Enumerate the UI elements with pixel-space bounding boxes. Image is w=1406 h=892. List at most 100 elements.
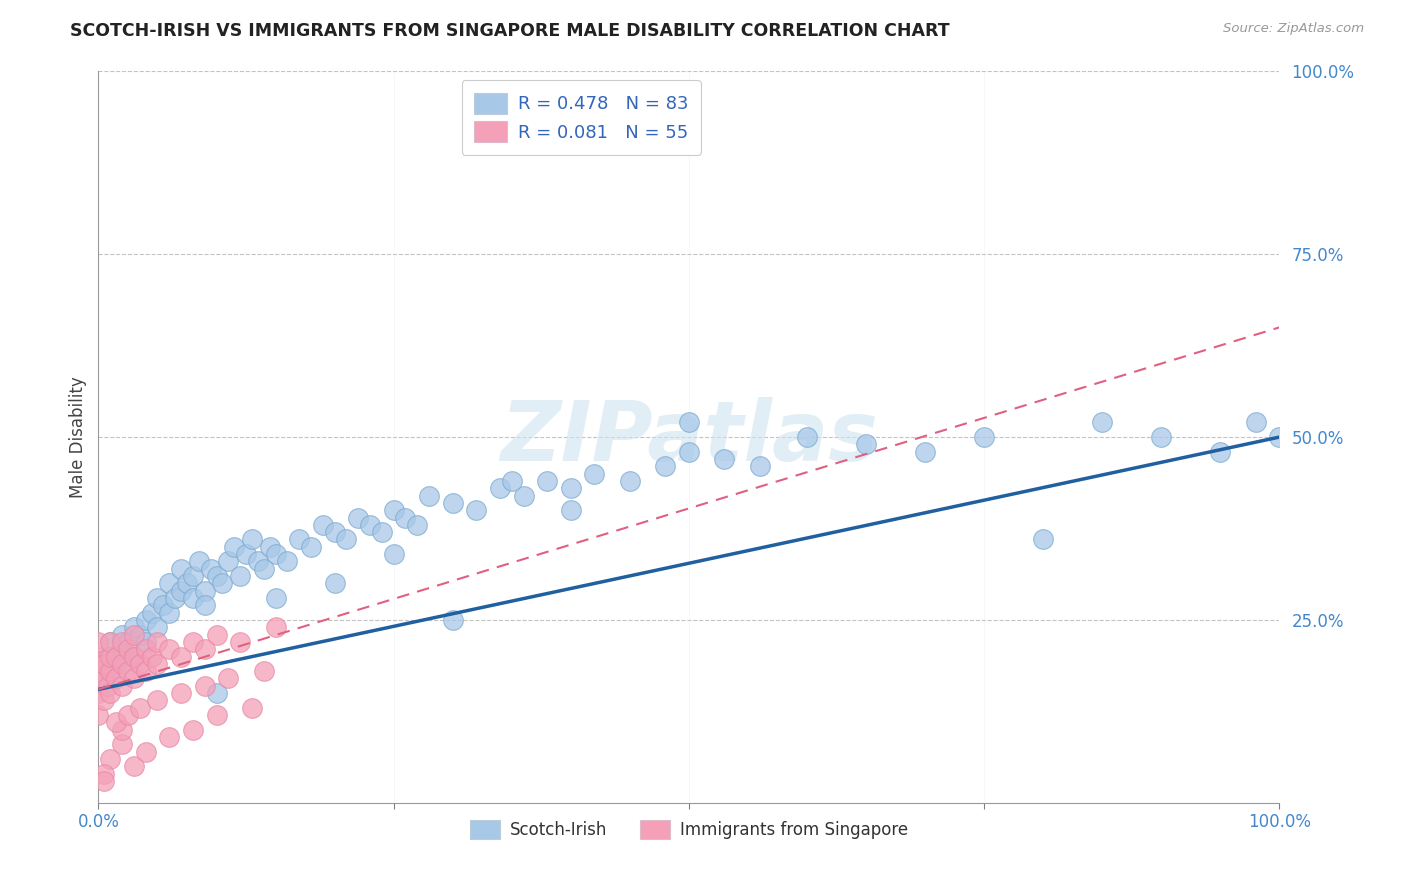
Point [264, 620, 287, 634]
Point [122, 672, 145, 686]
Point [187, 554, 209, 568]
Point [93, 672, 115, 686]
Point [117, 635, 139, 649]
Point [1032, 533, 1054, 547]
Point [111, 679, 134, 693]
Point [111, 737, 134, 751]
Point [141, 649, 163, 664]
Point [194, 599, 217, 613]
Point [501, 474, 523, 488]
Point [194, 583, 217, 598]
Point [217, 554, 239, 568]
Point [194, 642, 217, 657]
Point [299, 540, 322, 554]
Point [157, 606, 180, 620]
Point [560, 481, 582, 495]
Point [98, 649, 121, 664]
Point [205, 686, 228, 700]
Point [382, 547, 405, 561]
Text: ZIPatlas: ZIPatlas [501, 397, 877, 477]
Point [170, 583, 193, 598]
Point [111, 723, 134, 737]
Point [418, 489, 440, 503]
Point [406, 517, 429, 532]
Point [87, 635, 110, 649]
Point [87, 686, 110, 700]
Point [146, 591, 169, 605]
Point [128, 700, 150, 714]
Point [122, 620, 145, 634]
Point [157, 576, 180, 591]
Point [117, 642, 139, 657]
Point [288, 533, 311, 547]
Point [181, 635, 204, 649]
Point [1091, 416, 1114, 430]
Point [465, 503, 488, 517]
Point [111, 642, 134, 657]
Point [246, 554, 269, 568]
Point [253, 562, 276, 576]
Point [128, 627, 150, 641]
Point [678, 444, 700, 458]
Point [87, 708, 110, 723]
Point [1150, 430, 1173, 444]
Point [141, 606, 163, 620]
Point [194, 679, 217, 693]
Point [93, 657, 115, 671]
Point [276, 554, 298, 568]
Y-axis label: Male Disability: Male Disability [69, 376, 87, 498]
Point [93, 693, 115, 707]
Point [93, 672, 115, 686]
Point [122, 627, 145, 641]
Point [855, 437, 877, 451]
Point [583, 467, 606, 481]
Point [98, 664, 121, 678]
Point [93, 773, 115, 788]
Point [146, 657, 169, 671]
Point [146, 693, 169, 707]
Point [181, 569, 204, 583]
Point [1244, 416, 1267, 430]
Text: Source: ZipAtlas.com: Source: ZipAtlas.com [1223, 22, 1364, 36]
Point [359, 517, 381, 532]
Text: SCOTCH-IRISH VS IMMIGRANTS FROM SINGAPORE MALE DISABILITY CORRELATION CHART: SCOTCH-IRISH VS IMMIGRANTS FROM SINGAPOR… [70, 22, 950, 40]
Point [205, 708, 228, 723]
Point [176, 576, 198, 591]
Point [157, 730, 180, 744]
Point [619, 474, 641, 488]
Point [264, 547, 287, 561]
Point [347, 510, 370, 524]
Point [200, 562, 222, 576]
Point [135, 613, 157, 627]
Point [111, 657, 134, 671]
Point [217, 672, 239, 686]
Point [259, 540, 281, 554]
Point [235, 547, 257, 561]
Point [98, 664, 121, 678]
Point [973, 430, 995, 444]
Point [105, 649, 128, 664]
Point [229, 635, 252, 649]
Point [441, 613, 464, 627]
Point [98, 752, 121, 766]
Point [394, 510, 416, 524]
Point [98, 635, 121, 649]
Point [98, 635, 121, 649]
Point [181, 723, 204, 737]
Point [654, 459, 676, 474]
Point [122, 649, 145, 664]
Point [323, 525, 346, 540]
Point [165, 591, 187, 605]
Point [105, 672, 128, 686]
Legend: Scotch-Irish, Immigrants from Singapore: Scotch-Irish, Immigrants from Singapore [463, 814, 915, 846]
Point [382, 503, 405, 517]
Point [560, 503, 582, 517]
Point [157, 642, 180, 657]
Point [211, 576, 233, 591]
Point [1209, 444, 1232, 458]
Point [87, 664, 110, 678]
Point [135, 635, 157, 649]
Point [146, 620, 169, 634]
Point [371, 525, 394, 540]
Point [335, 533, 357, 547]
